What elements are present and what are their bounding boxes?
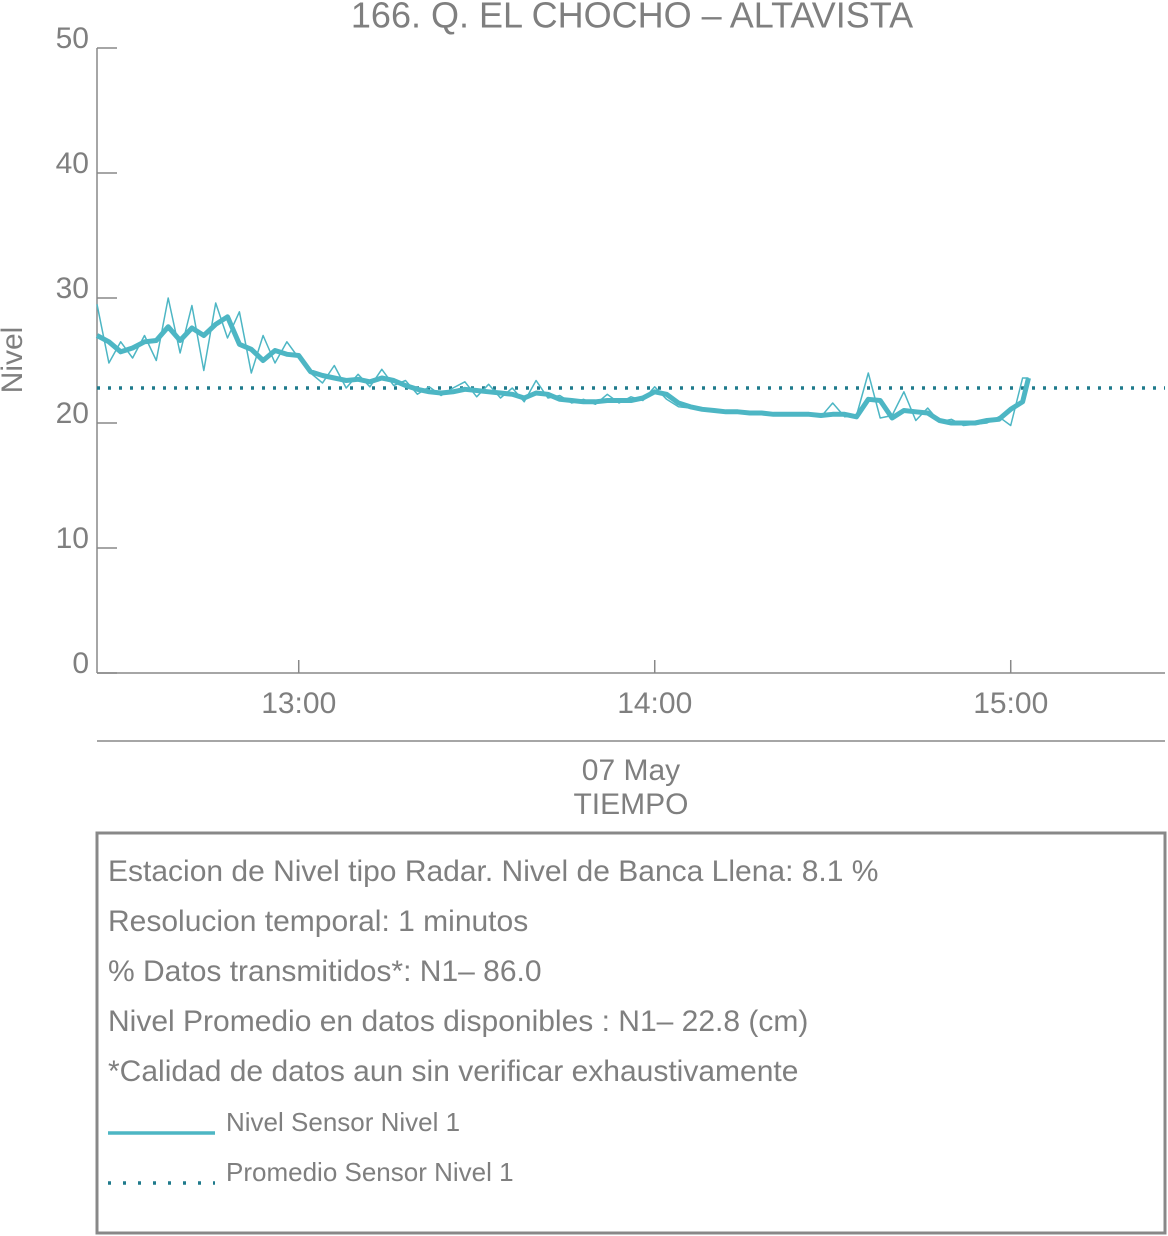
x-axis-label: TIEMPO [573, 788, 688, 821]
y-tick-label: 30 [56, 272, 89, 305]
info-line: *Calidad de datos aun sin verificar exha… [108, 1055, 798, 1088]
y-tick-label: 40 [56, 147, 89, 180]
series-line [95, 314, 1031, 426]
x-tick-label: 13:00 [261, 687, 336, 720]
x-sublabel: 07 May [582, 754, 680, 787]
info-line: Nivel Promedio en datos disponibles : N1… [108, 1005, 808, 1038]
info-line: Estacion de Nivel tipo Radar. Nivel de B… [108, 855, 878, 888]
chart-title: 166. Q. EL CHOCHO – ALTAVISTA [351, 0, 913, 36]
info-box [95, 831, 1167, 1235]
info-line: % Datos transmitidos*: N1– 86.0 [108, 955, 542, 988]
legend-label: Promedio Sensor Nivel 1 [226, 1157, 514, 1187]
x-tick-label: 14:00 [617, 687, 692, 720]
legend-label: Nivel Sensor Nivel 1 [226, 1107, 460, 1137]
y-tick-label: 50 [56, 22, 89, 55]
series-line [96, 297, 1029, 427]
y-tick-label: 10 [56, 522, 89, 555]
info-line: Resolucion temporal: 1 minutos [108, 905, 528, 938]
y-tick-label: 0 [72, 647, 89, 680]
y-tick-label: 20 [56, 397, 89, 430]
x-tick-label: 15:00 [973, 687, 1048, 720]
y-axis-label: Nivel [0, 327, 29, 394]
